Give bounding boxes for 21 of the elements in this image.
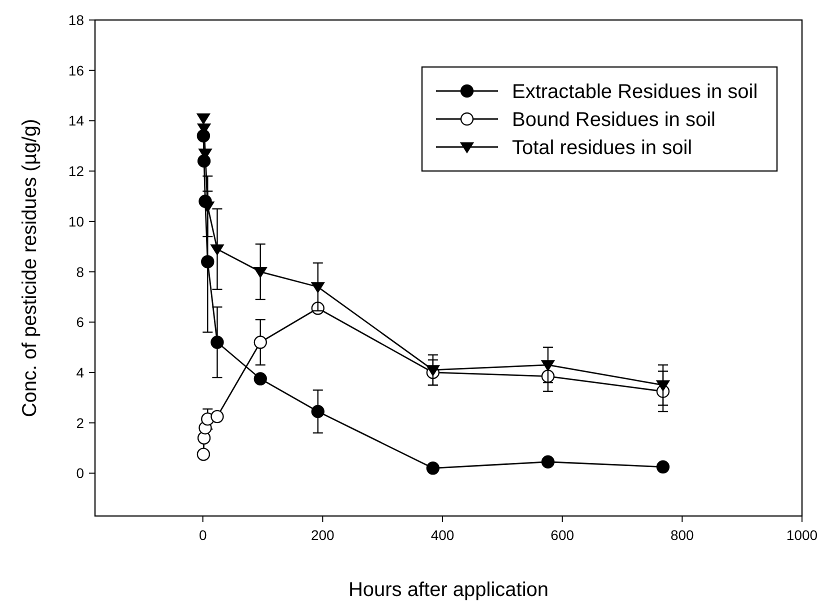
legend-label: Total residues in soil bbox=[512, 137, 692, 159]
x-tick-label: 1000 bbox=[786, 527, 818, 543]
x-tick-label: 600 bbox=[550, 527, 574, 543]
y-tick-label: 18 bbox=[68, 12, 84, 28]
y-axis-title: Conc. of pesticide residues (µg/g) bbox=[19, 118, 41, 418]
y-tick-label: 6 bbox=[76, 314, 84, 330]
y-tick-label: 2 bbox=[76, 414, 84, 431]
legend-label: Extractable Residues in soil bbox=[512, 81, 758, 103]
y-tick-label: 8 bbox=[76, 264, 84, 280]
y-tick-label: 4 bbox=[76, 364, 84, 380]
y-tick-label: 12 bbox=[68, 163, 84, 180]
y-tick-label: 14 bbox=[68, 112, 84, 129]
x-tick-label: 0 bbox=[198, 527, 207, 543]
y-tick-label: 16 bbox=[68, 62, 84, 78]
x-tick-label: 400 bbox=[430, 527, 454, 543]
legend-label: Bound Residues in soil bbox=[512, 109, 716, 131]
x-axis-title: Hours after application bbox=[348, 579, 549, 601]
x-tick-label: 800 bbox=[670, 527, 694, 543]
x-tick-label: 200 bbox=[311, 527, 335, 543]
y-tick-label: 0 bbox=[76, 465, 84, 482]
y-tick-label: 10 bbox=[68, 213, 84, 230]
